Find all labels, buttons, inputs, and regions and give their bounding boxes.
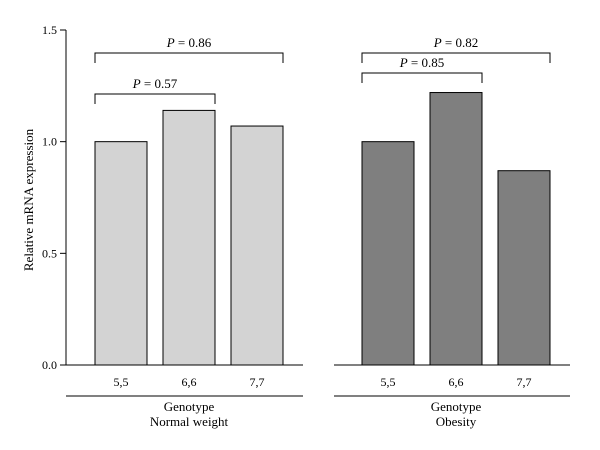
group-axis-title: Genotype [431, 399, 482, 414]
x-tick-label: 6,6 [182, 375, 197, 389]
x-tick-label: 5,5 [114, 375, 129, 389]
x-tick-label: 7,7 [250, 375, 265, 389]
bar-normal-weight-1 [94, 141, 148, 366]
y-tick-label: 0.5 [42, 246, 57, 260]
bar-normal-weight-3 [230, 125, 284, 366]
bar-obesity-2 [429, 92, 483, 366]
y-tick-label: 0.0 [42, 358, 57, 372]
bar-obesity-1 [361, 141, 415, 366]
y-tick-label: 1.0 [42, 135, 57, 149]
bars [94, 92, 551, 366]
p-value-label: P = 0.57 [132, 76, 178, 91]
group-axis-title: Genotype [164, 399, 215, 414]
x-tick-label: 6,6 [449, 375, 464, 389]
p-value-label: P = 0.85 [399, 55, 445, 70]
group-name: Normal weight [150, 414, 229, 429]
y-axis-label: Relative mRNA expression [21, 128, 36, 271]
x-tick-label: 5,5 [381, 375, 396, 389]
p-value-label: P = 0.82 [433, 35, 479, 50]
y-axis-ticks: 0.0 0.5 1.0 1.5 [42, 23, 66, 372]
y-tick-label: 1.5 [42, 23, 57, 37]
significance-bracket [94, 93, 216, 104]
p-value-label: P = 0.86 [166, 35, 212, 50]
x-tick-label: 7,7 [517, 375, 532, 389]
significance-bracket [361, 52, 551, 63]
bar-obesity-3 [497, 170, 551, 366]
significance-brackets: P = 0.86 P = 0.57 P = 0.82 P = 0.85 [94, 35, 551, 104]
group-name: Obesity [436, 414, 477, 429]
significance-bracket [361, 72, 483, 83]
bar-normal-weight-2 [162, 109, 216, 366]
significance-bracket [94, 52, 284, 63]
